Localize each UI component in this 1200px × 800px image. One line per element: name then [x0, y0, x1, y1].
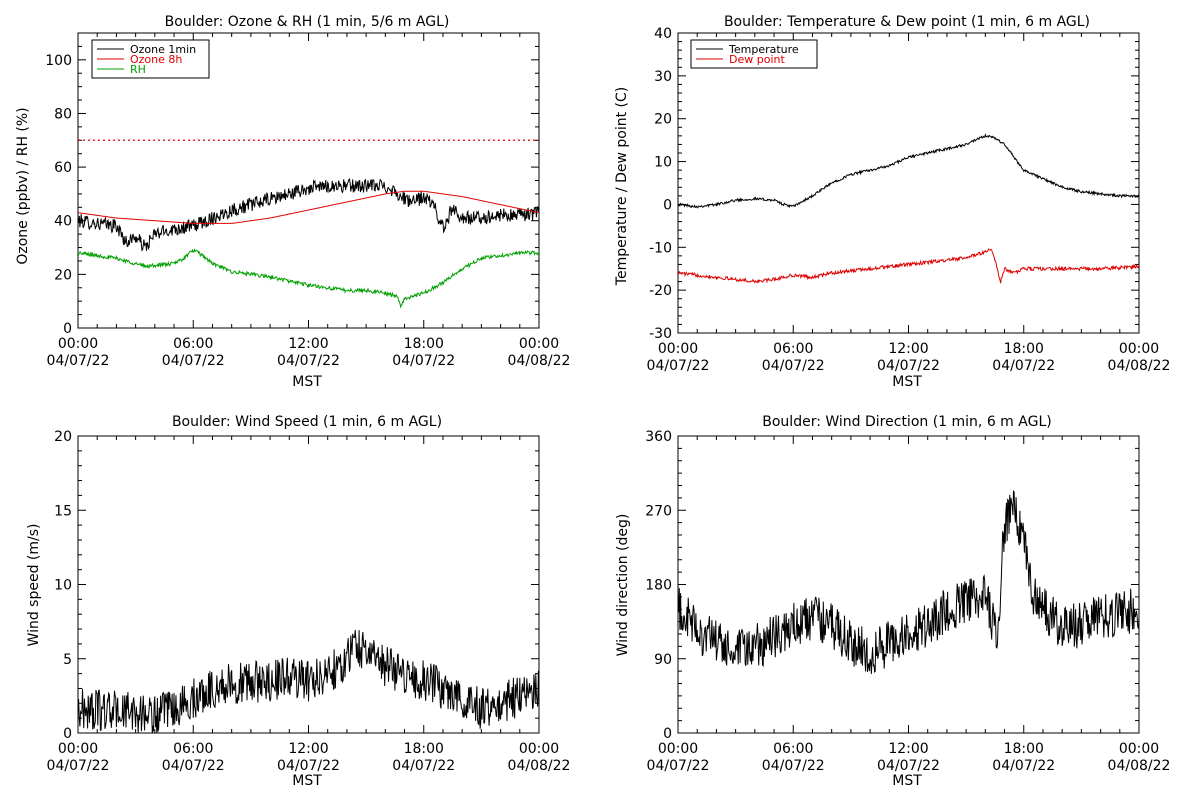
y-tick-label: 180: [645, 578, 672, 594]
series-dew-point: [678, 248, 1139, 284]
y-tick-label: 20: [654, 112, 672, 128]
legend-label: Ozone 1min: [130, 43, 196, 56]
panel-wind-speed: Boulder: Wind Speed (1 min, 6 m AGL) Win…: [26, 414, 570, 789]
chart-title: Boulder: Temperature & Dew point (1 min,…: [724, 14, 1090, 30]
legend-label: Ozone 8h: [130, 53, 182, 66]
y-axis-label: Wind speed (m/s): [26, 524, 42, 647]
legend-box: [690, 39, 818, 69]
x-tick-label-time: 18:00: [1004, 741, 1044, 757]
y-tick-label: 0: [663, 726, 672, 742]
x-tick-label-date: 04/07/22: [47, 758, 110, 774]
series-rh: [78, 248, 539, 309]
x-tick-label-time: 12:00: [288, 741, 328, 757]
x-tick-label-time: 06:00: [173, 741, 213, 757]
x-tick-label-time: 00:00: [1119, 341, 1159, 357]
series-temperature: [678, 133, 1139, 209]
x-tick-label-time: 00:00: [58, 741, 98, 757]
x-tick-label-time: 00:00: [658, 741, 698, 757]
x-tick-label-time: 00:00: [658, 341, 698, 357]
legend-label: Dew point: [729, 53, 785, 66]
y-tick-label: 15: [54, 503, 72, 519]
legend-label: Temperature: [728, 43, 799, 56]
x-tick-label-date: 04/07/22: [162, 758, 225, 774]
y-tick-label: 10: [654, 155, 672, 171]
y-tick-label: -10: [649, 240, 672, 256]
x-axis-label: MST: [892, 374, 922, 390]
y-tick-label: 0: [663, 197, 672, 213]
x-tick-label-date: 04/07/22: [647, 758, 710, 774]
panel-ozone-rh: Boulder: Ozone & RH (1 min, 5/6 m AGL) O…: [15, 14, 570, 390]
y-tick-label: 20: [54, 267, 72, 283]
x-tick-label-time: 06:00: [773, 341, 813, 357]
y-tick-label: 40: [654, 26, 672, 42]
x-tick-label-time: 18:00: [404, 336, 444, 352]
y-tick-label: -30: [649, 326, 672, 342]
x-tick-label-time: 00:00: [519, 741, 559, 757]
x-tick-label-date: 04/07/22: [47, 353, 110, 369]
x-tick-label-date: 04/08/22: [508, 758, 571, 774]
chart-title: Boulder: Ozone & RH (1 min, 5/6 m AGL): [165, 14, 450, 30]
series-ozone-1min: [78, 177, 539, 252]
x-tick-label-date: 04/07/22: [392, 758, 455, 774]
series-line: [78, 629, 539, 733]
y-tick-label: 0: [63, 726, 72, 742]
x-tick-label-date: 04/07/22: [762, 758, 825, 774]
x-axis-label: MST: [292, 773, 322, 789]
series-line: [678, 489, 1139, 674]
y-tick-label: -20: [649, 283, 672, 299]
y-tick-label: 80: [54, 106, 72, 122]
y-tick-label: 10: [54, 578, 72, 594]
x-tick-label-date: 04/07/22: [392, 353, 455, 369]
x-tick-label-time: 18:00: [1004, 341, 1044, 357]
x-tick-label-date: 04/07/22: [762, 358, 825, 374]
x-tick-label-time: 00:00: [519, 336, 559, 352]
plot-frame: [677, 435, 1140, 734]
y-tick-label: 90: [654, 652, 672, 668]
legend-label: RH: [130, 63, 146, 76]
x-tick-label-date: 04/07/22: [877, 358, 940, 374]
y-tick-label: 360: [645, 429, 672, 445]
y-tick-label: 100: [45, 53, 72, 69]
y-axis-label: Temperature / Dew point (C): [614, 87, 630, 286]
x-tick-label-time: 06:00: [773, 741, 813, 757]
panel-wind-direction: Boulder: Wind Direction (1 min, 6 m AGL)…: [615, 414, 1170, 789]
x-axis-label: MST: [292, 374, 322, 390]
panel-temp-dewpoint: Boulder: Temperature & Dew point (1 min,…: [614, 14, 1170, 390]
x-tick-label-date: 04/07/22: [162, 353, 225, 369]
y-tick-label: 30: [654, 69, 672, 85]
plot-frame: [677, 32, 1140, 334]
y-tick-label: 20: [54, 429, 72, 445]
y-tick-label: 60: [54, 160, 72, 176]
x-tick-label-time: 12:00: [888, 741, 928, 757]
x-tick-label-time: 06:00: [173, 336, 213, 352]
x-axis-label: MST: [892, 773, 922, 789]
y-axis-label: Wind direction (deg): [615, 514, 631, 657]
chart-title: Boulder: Wind Direction (1 min, 6 m AGL): [762, 414, 1051, 430]
x-tick-label-time: 18:00: [404, 741, 444, 757]
x-tick-label-date: 04/07/22: [992, 758, 1055, 774]
x-tick-label-date: 04/08/22: [508, 353, 571, 369]
y-axis-label: Ozone (ppbv) / RH (%): [15, 107, 31, 264]
y-tick-label: 40: [54, 214, 72, 230]
x-tick-label-date: 04/08/22: [1108, 358, 1171, 374]
x-tick-label-date: 04/07/22: [277, 758, 340, 774]
y-tick-label: 5: [63, 652, 72, 668]
x-tick-label-date: 04/08/22: [1108, 758, 1171, 774]
y-tick-label: 0: [63, 321, 72, 337]
x-tick-label-date: 04/07/22: [647, 358, 710, 374]
x-tick-label-time: 00:00: [58, 336, 98, 352]
x-tick-label-time: 12:00: [288, 336, 328, 352]
x-tick-label-date: 04/07/22: [992, 358, 1055, 374]
series-ozone-8h: [78, 190, 539, 224]
x-tick-label-time: 12:00: [888, 341, 928, 357]
y-tick-label: 270: [645, 503, 672, 519]
x-tick-label-date: 04/07/22: [877, 758, 940, 774]
x-tick-label-date: 04/07/22: [277, 353, 340, 369]
x-tick-label-time: 00:00: [1119, 741, 1159, 757]
chart-title: Boulder: Wind Speed (1 min, 6 m AGL): [172, 414, 442, 430]
